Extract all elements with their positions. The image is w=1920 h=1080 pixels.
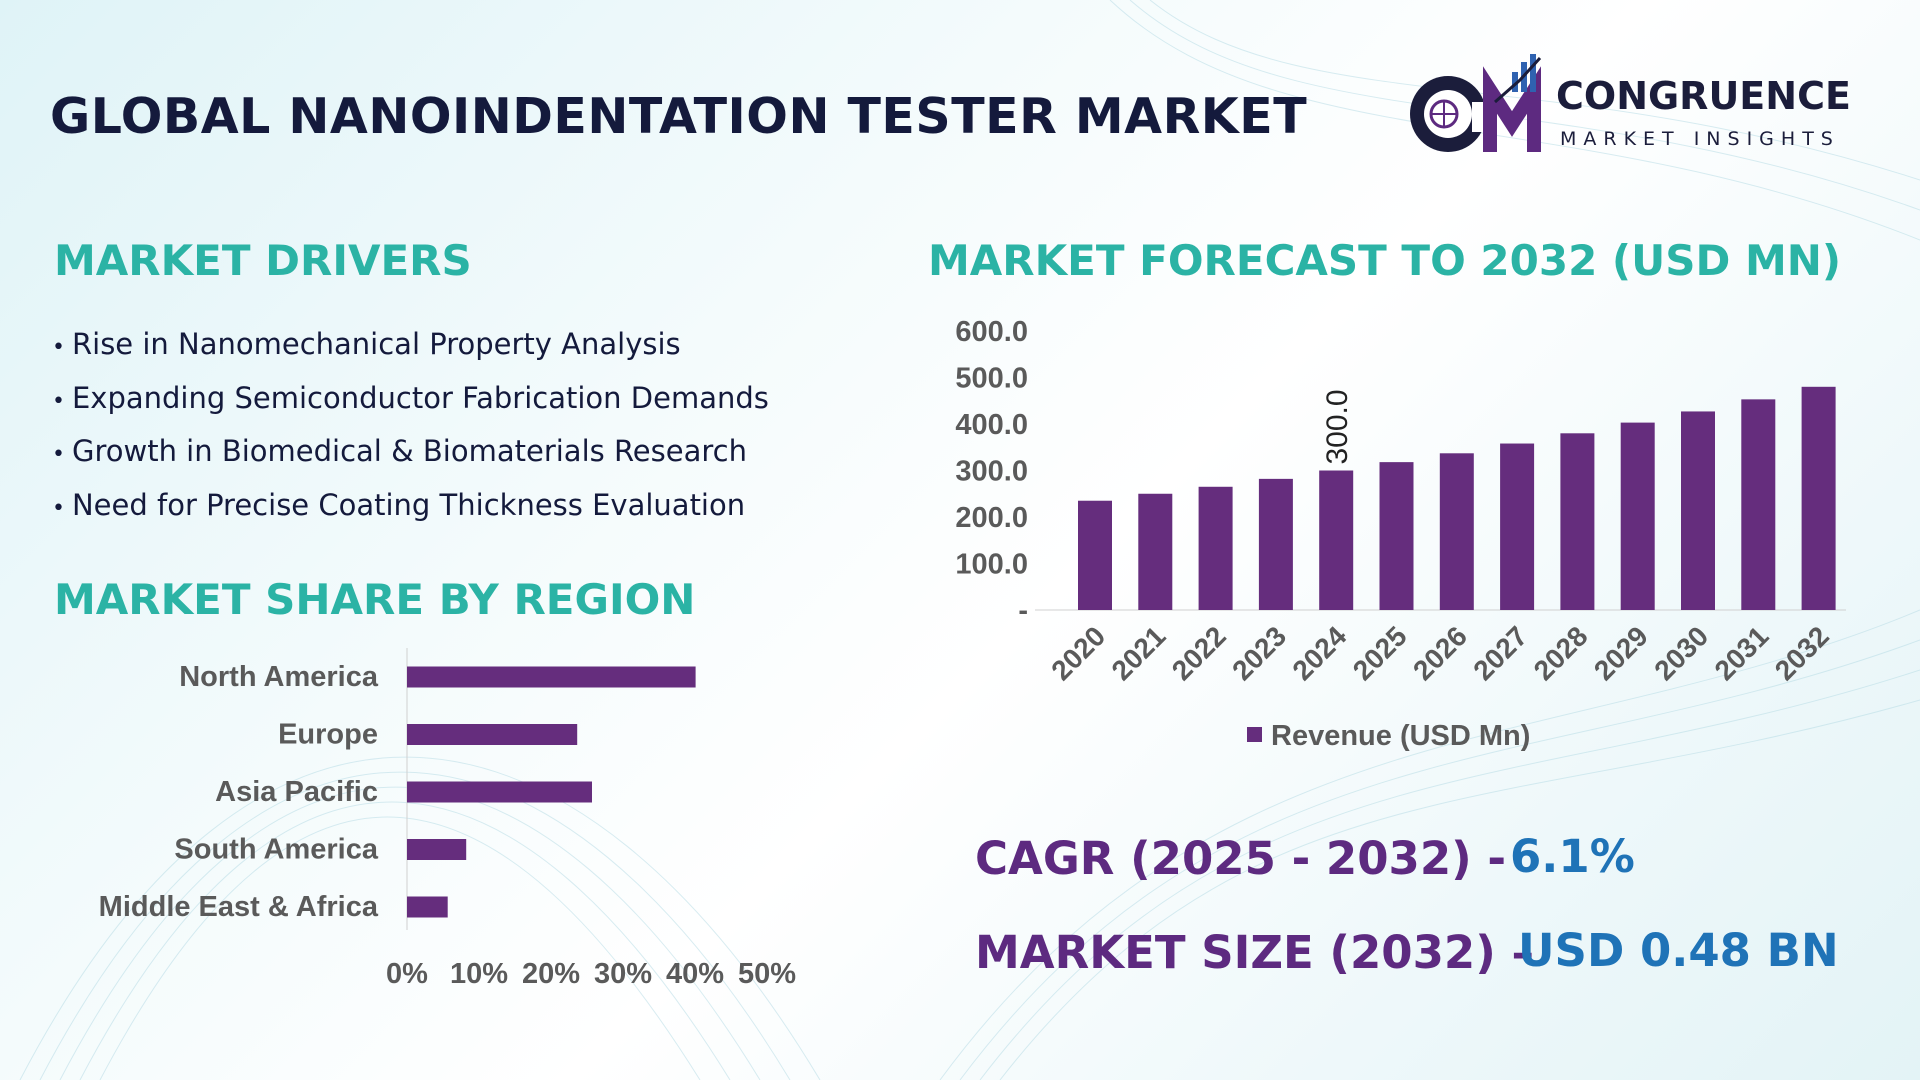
forecast-year-label: 2023: [1226, 620, 1292, 686]
forecast-bar: [1801, 386, 1836, 610]
congruence-logo: [1410, 54, 1542, 152]
forecast-tick-label: 500.0: [955, 363, 1028, 395]
region-bar: [407, 839, 467, 860]
forecast-year-label: 2022: [1166, 620, 1232, 686]
forecast-bar: [1078, 500, 1112, 610]
forecast-title: MARKET FORECAST TO 2032 (USD MN): [928, 236, 1842, 285]
legend-label: Revenue (USD Mn): [1271, 720, 1530, 752]
forecast-bar: [1500, 443, 1535, 610]
forecast-bar: [1620, 422, 1655, 610]
drivers-list: Rise in Nanomechanical Property Analysis…: [52, 322, 769, 536]
forecast-tick-label: 300.0: [955, 456, 1028, 488]
forecast-year-label: 2030: [1648, 620, 1714, 686]
region-label: South America: [174, 834, 378, 866]
region-bar: [407, 666, 696, 688]
cagr-label: CAGR (2025 - 2032) -: [975, 832, 1507, 885]
region-label: Middle East & Africa: [99, 891, 379, 923]
forecast-year-label: 2028: [1528, 620, 1594, 686]
forecast-bar: [1198, 486, 1233, 610]
legend-swatch: [1247, 727, 1262, 742]
forecast-tick-label: 600.0: [955, 316, 1028, 348]
forecast-year-label: 2029: [1588, 620, 1654, 686]
cagr-value: 6.1%: [1510, 830, 1635, 883]
driver-item: Rise in Nanomechanical Property Analysis: [52, 322, 769, 376]
forecast-tick-label: 100.0: [955, 549, 1028, 581]
driver-item: Expanding Semiconductor Fabrication Dema…: [52, 376, 769, 430]
region-label: Europe: [278, 719, 378, 751]
region-label: North America: [179, 661, 379, 693]
forecast-bar: [1319, 470, 1354, 610]
forecast-bar: [1439, 453, 1474, 610]
forecast-year-label: 2025: [1347, 620, 1413, 686]
region-tick-label: 0%: [386, 958, 428, 990]
market-size-value: USD 0.48 BN: [1518, 924, 1839, 977]
region-bar: [407, 781, 592, 803]
forecast-tick-label: -: [1018, 595, 1028, 627]
forecast-data-label: 300.0: [1321, 389, 1354, 464]
forecast-year-label: 2026: [1407, 620, 1473, 686]
forecast-bar: [1560, 433, 1595, 610]
forecast-bar: [1258, 478, 1293, 610]
logo-name: CONGRUENCE: [1556, 74, 1851, 118]
logo-subtitle: MARKET INSIGHTS: [1560, 128, 1840, 150]
driver-item: Growth in Biomedical & Biomaterials Rese…: [52, 429, 769, 483]
region-label: Asia Pacific: [215, 776, 378, 808]
forecast-bar: [1138, 493, 1173, 610]
market-drivers-title: MARKET DRIVERS: [54, 236, 472, 285]
region-tick-label: 10%: [450, 958, 508, 990]
market-size-label: MARKET SIZE (2032) –: [975, 926, 1534, 979]
forecast-tick-label: 400.0: [955, 409, 1028, 441]
driver-item: Need for Precise Coating Thickness Evalu…: [52, 483, 769, 537]
region-tick-label: 40%: [666, 958, 724, 990]
page-title: GLOBAL NANOINDENTATION TESTER MARKET: [50, 88, 1308, 145]
region-tick-label: 30%: [594, 958, 652, 990]
forecast-year-label: 2020: [1045, 620, 1111, 686]
forecast-tick-label: 200.0: [955, 502, 1028, 534]
region-tick-label: 50%: [738, 958, 796, 990]
region-tick-label: 20%: [522, 958, 580, 990]
forecast-bar: [1681, 411, 1715, 610]
forecast-bar: [1741, 399, 1776, 610]
forecast-year-label: 2021: [1106, 620, 1172, 686]
region-bar: [407, 724, 578, 745]
region-bar: [407, 896, 448, 918]
forecast-year-label: 2027: [1467, 620, 1533, 686]
region-share-title: MARKET SHARE BY REGION: [54, 575, 696, 624]
forecast-bar: [1379, 462, 1414, 610]
forecast-year-label: 2032: [1769, 620, 1835, 686]
forecast-year-label: 2031: [1709, 620, 1775, 686]
forecast-year-label: 2024: [1286, 620, 1352, 686]
